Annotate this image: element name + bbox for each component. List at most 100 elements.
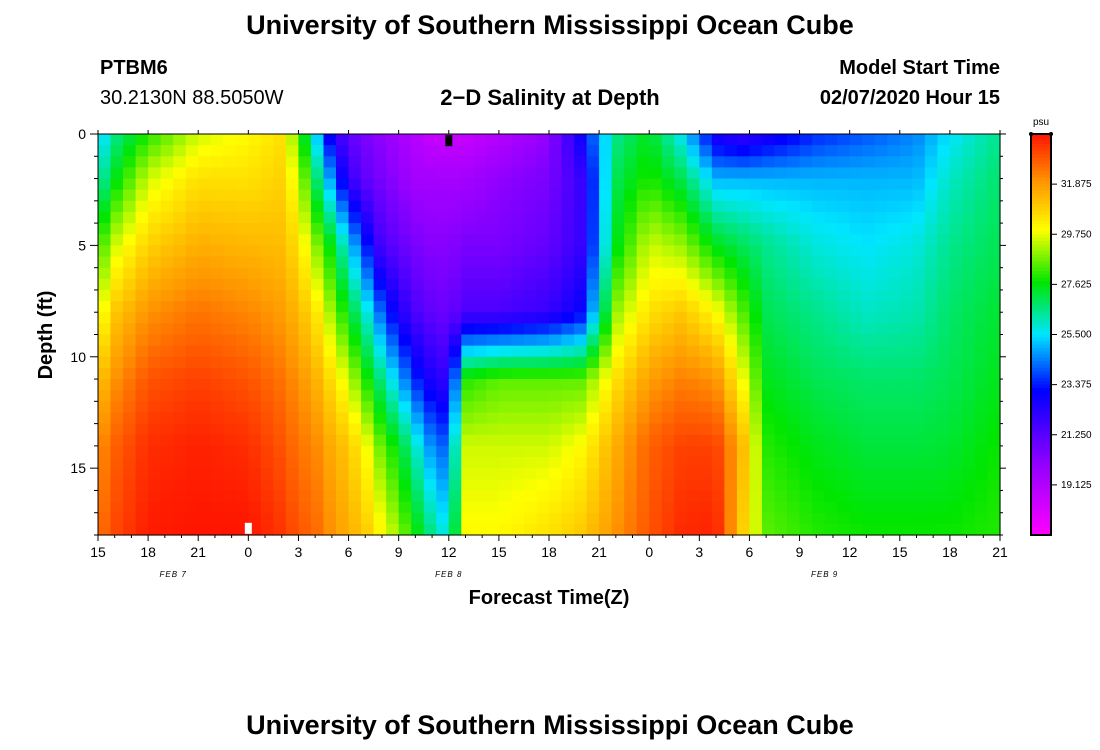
heatmap-cell: [599, 367, 613, 380]
heatmap-cell: [837, 189, 851, 202]
heatmap-cell: [599, 234, 613, 246]
heatmap-cell: [799, 267, 813, 280]
heatmap-cell: [987, 223, 1001, 235]
heatmap-cell: [361, 256, 375, 269]
heatmap-cell: [298, 167, 312, 180]
heatmap-cell: [611, 501, 625, 514]
heatmap-cell: [373, 134, 387, 146]
heatmap-cell: [436, 379, 450, 391]
heatmap-cell: [711, 134, 725, 146]
heatmap-cell: [310, 501, 325, 514]
heatmap-cell: [373, 523, 387, 536]
heatmap-cell: [899, 468, 913, 480]
heatmap-cell: [974, 523, 989, 536]
heatmap-cell: [210, 457, 224, 469]
heatmap-cell: [323, 323, 337, 336]
heatmap-cell: [523, 345, 538, 358]
colorbar-segment: [1031, 504, 1051, 509]
colorbar-segment: [1031, 344, 1051, 349]
heatmap-cell: [110, 434, 124, 447]
heatmap-cell: [135, 234, 149, 246]
heatmap-cell: [123, 234, 137, 246]
heatmap-cell: [310, 323, 325, 336]
heatmap-cell: [223, 289, 237, 302]
heatmap-cell: [711, 278, 725, 291]
heatmap-cell: [310, 211, 325, 224]
heatmap-cell: [210, 278, 224, 291]
heatmap-cell: [661, 412, 675, 425]
heatmap-cell: [235, 301, 249, 313]
heatmap-cell: [824, 501, 838, 514]
heatmap-cell: [323, 189, 337, 202]
heatmap-cell: [949, 200, 964, 213]
heatmap-cell: [235, 367, 249, 380]
heatmap-cell: [937, 223, 951, 235]
heatmap-cell: [987, 178, 1001, 191]
heatmap-cell: [348, 245, 362, 258]
heatmap-cell: [862, 479, 876, 492]
heatmap-cell: [862, 178, 876, 191]
heatmap-cell: [686, 401, 700, 414]
colorbar-segment: [1031, 508, 1051, 513]
heatmap-cell: [248, 278, 262, 291]
heatmap-cell: [135, 379, 149, 391]
heatmap-cell: [574, 345, 588, 358]
heatmap-cell: [310, 267, 325, 280]
heatmap-cell: [436, 256, 450, 269]
heatmap-cell: [849, 156, 863, 169]
heatmap-cell: [774, 256, 788, 269]
heatmap-cell: [536, 189, 550, 202]
heatmap-cell: [148, 334, 162, 347]
heatmap-cell: [98, 156, 112, 169]
heatmap-cell: [937, 379, 951, 391]
heatmap-cell: [699, 278, 713, 291]
heatmap-cell: [148, 468, 162, 480]
heatmap-cell: [298, 278, 312, 291]
heatmap-cell: [110, 200, 124, 213]
heatmap-cell: [173, 234, 187, 246]
heatmap-cell: [348, 178, 362, 191]
heatmap-cell: [98, 234, 112, 246]
heatmap-cell: [473, 256, 487, 269]
colorbar-segment: [1031, 160, 1051, 165]
heatmap-cell: [699, 512, 713, 525]
heatmap-cell: [862, 156, 876, 169]
heatmap-cell: [361, 301, 375, 313]
heatmap-cell: [761, 289, 776, 302]
heatmap-cell: [298, 468, 312, 480]
heatmap-cell: [348, 145, 362, 157]
heatmap-cell: [148, 457, 162, 469]
heatmap-cell: [849, 245, 863, 258]
heatmap-cell: [924, 145, 938, 157]
heatmap-cell: [949, 523, 964, 536]
heatmap-cell: [736, 189, 751, 202]
heatmap-cell: [649, 245, 663, 258]
heatmap-cell: [110, 167, 124, 180]
heatmap-cell: [761, 490, 776, 503]
heatmap-cell: [736, 234, 751, 246]
heatmap-cell: [774, 156, 788, 169]
heatmap-cell: [849, 379, 863, 391]
heatmap-cell: [549, 356, 563, 369]
heatmap-cell: [862, 223, 876, 235]
heatmap-cell: [423, 189, 437, 202]
heatmap-cell: [260, 223, 274, 235]
heatmap-cell: [749, 356, 763, 369]
heatmap-cell: [912, 490, 926, 503]
heatmap-cell: [887, 445, 901, 458]
heatmap-cell: [185, 523, 199, 536]
heatmap-cell: [611, 345, 625, 358]
heatmap-cell: [123, 134, 137, 146]
heatmap-cell: [160, 167, 174, 180]
heatmap-cell: [298, 312, 312, 324]
heatmap-cell: [235, 468, 249, 480]
heatmap-cell: [799, 234, 813, 246]
heatmap-cell: [711, 167, 725, 180]
heatmap-cell: [736, 512, 751, 525]
heatmap-cell: [937, 423, 951, 436]
heatmap-cell: [135, 267, 149, 280]
heatmap-cell: [912, 245, 926, 258]
heatmap-cell: [761, 178, 776, 191]
heatmap-cell: [924, 490, 938, 503]
heatmap-cell: [198, 379, 212, 391]
